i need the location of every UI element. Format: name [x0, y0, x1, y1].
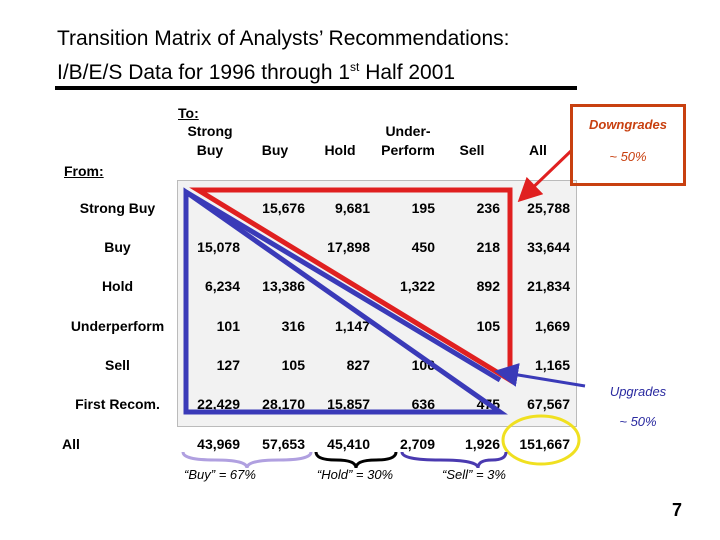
col-header-strong-buy: Strong Buy	[180, 122, 240, 160]
row-label-strong-buy: Strong Buy	[79, 200, 156, 216]
cell-r1-c2: 17,898	[327, 239, 370, 255]
cell-r0-c1: 15,676	[262, 200, 305, 216]
downgrades-label: Downgrades	[588, 117, 667, 132]
header-from: From:	[64, 163, 104, 179]
col-header-strong-buy-l2: Buy	[196, 142, 224, 158]
col-header-underperform: Under- Perform	[372, 122, 444, 160]
downgrade-arrow	[517, 148, 574, 203]
cell-r3-c2: 1,147	[334, 318, 370, 334]
share-hold: “Hold” = 30%	[316, 467, 394, 482]
cell-r4-c2: 827	[346, 357, 370, 373]
cell-r3-c1: 316	[281, 318, 305, 334]
share-sell: “Sell” = 3%	[442, 467, 506, 482]
cell-r3-c4: 105	[476, 318, 500, 334]
upgrades-pct: ~ 50%	[619, 414, 657, 429]
title-line-2: I/B/E/S Data for 1996 through 1st Half 2…	[57, 53, 509, 87]
cell-r6-c5: 151,667	[519, 436, 570, 452]
downgrades-pct: ~ 50%	[609, 149, 647, 164]
upgrade-arrow	[494, 363, 586, 388]
cell-r0-c3: 195	[411, 200, 435, 216]
header-to: To:	[178, 105, 199, 121]
cell-r0-c2: 9,681	[334, 200, 370, 216]
cell-r2-c3: 1,322	[399, 278, 435, 294]
col-header-all: All	[529, 142, 547, 158]
cell-r1-c0: 15,078	[197, 239, 240, 255]
col-header-sell: Sell	[459, 142, 485, 158]
cell-r4-c0: 127	[216, 357, 240, 373]
upgrade-diagonal	[184, 189, 502, 383]
row-label-underperform: Underperform	[70, 318, 165, 334]
cell-r5-c1: 28,170	[262, 396, 305, 412]
cell-r5-c0: 22,429	[197, 396, 240, 412]
upgrades-label: Upgrades	[609, 384, 667, 399]
row-label-first-recom: First Recom.	[75, 396, 160, 412]
cell-r1-c3: 450	[411, 239, 435, 255]
upgrades-callout: Upgrades ~ 50%	[580, 374, 696, 438]
row-label-buy: Buy	[104, 239, 131, 255]
slide-title: Transition Matrix of Analysts’ Recommend…	[57, 24, 509, 87]
title-rule	[55, 86, 577, 90]
title-line-1: Transition Matrix of Analysts’ Recommend…	[57, 27, 510, 50]
col-header-buy: Buy	[261, 142, 289, 158]
cell-r2-c1: 13,386	[262, 278, 305, 294]
row-label-sell: Sell	[105, 357, 130, 373]
col-header-underperform-l1: Under-	[385, 123, 431, 139]
cell-r3-c5: 1,669	[534, 318, 570, 334]
cell-r4-c1: 105	[281, 357, 305, 373]
col-header-hold: Hold	[324, 142, 356, 158]
cell-r6-c3: 2,709	[399, 436, 435, 452]
total-highlight-circle	[501, 414, 581, 466]
cell-r0-c5: 25,788	[527, 200, 570, 216]
downgrade-triangle	[189, 187, 513, 385]
brace-buy	[181, 451, 313, 469]
cell-r0-c4: 236	[476, 200, 500, 216]
cell-r4-c5: 1,165	[534, 357, 570, 373]
cell-r3-c0: 101	[216, 318, 240, 334]
title-line-2-end: Half 2001	[359, 61, 456, 84]
cell-r6-c2: 45,410	[327, 436, 370, 452]
page-number: 7	[672, 500, 683, 520]
brace-hold	[314, 451, 398, 469]
cell-r2-c0: 6,234	[204, 278, 240, 294]
cell-r6-c4: 1,926	[464, 436, 500, 452]
title-line-2-text: I/B/E/S Data for 1996 through 1	[57, 61, 351, 84]
cell-r2-c4: 892	[476, 278, 500, 294]
share-buy: “Buy” = 67%	[184, 467, 256, 482]
upgrade-triangle	[183, 187, 508, 415]
cell-r5-c5: 67,567	[527, 396, 570, 412]
row-label-all: All	[62, 436, 80, 452]
cell-r6-c0: 43,969	[197, 436, 240, 452]
col-header-strong-buy-l1: Strong	[187, 123, 233, 139]
cell-r1-c5: 33,644	[527, 239, 570, 255]
title-line-2-sup: st	[350, 60, 360, 74]
cell-r5-c3: 636	[411, 396, 435, 412]
col-header-underperform-l2: Perform	[381, 142, 435, 158]
brace-sell	[400, 451, 508, 469]
downgrades-callout: Downgrades ~ 50%	[570, 104, 686, 186]
row-label-hold: Hold	[101, 278, 134, 294]
cell-r5-c2: 15,857	[327, 396, 370, 412]
cell-r2-c5: 21,834	[527, 278, 570, 294]
cell-r6-c1: 57,653	[262, 436, 305, 452]
cell-r1-c4: 218	[476, 239, 500, 255]
